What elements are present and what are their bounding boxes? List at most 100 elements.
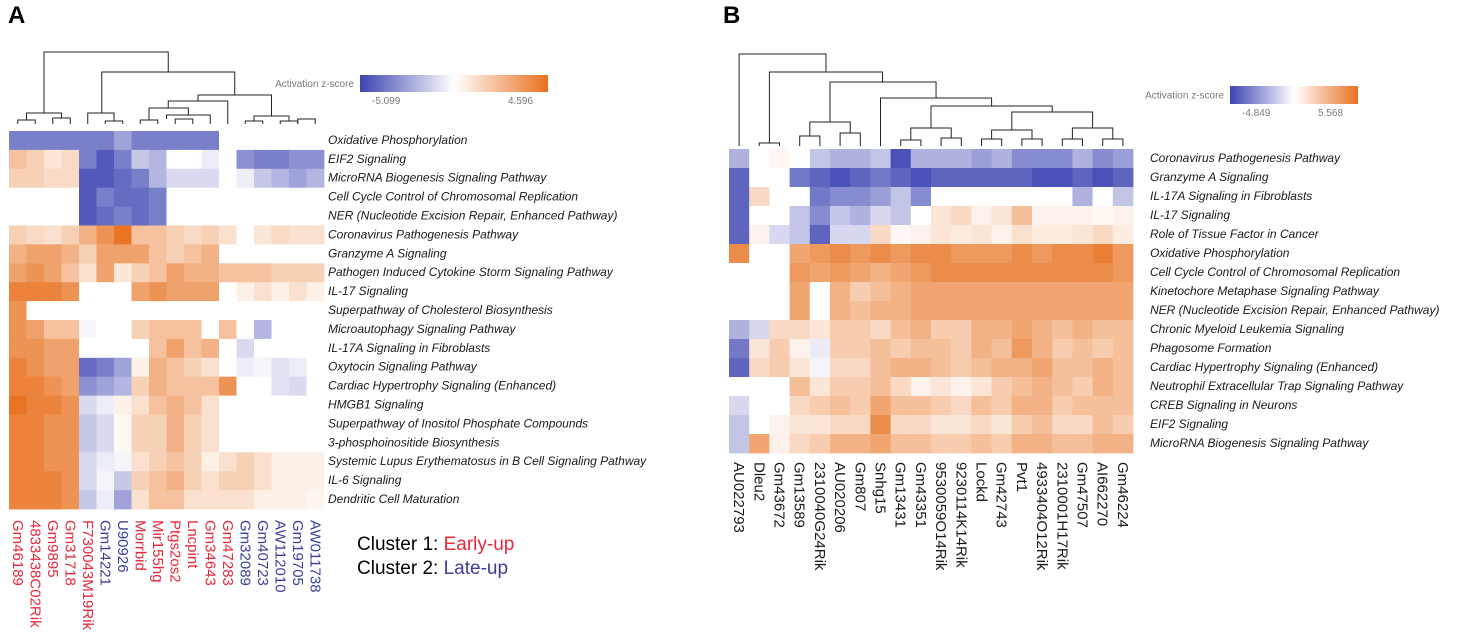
panel-a-heatmap-cell [61,471,80,491]
panel-a-heatmap-cell [306,187,325,207]
panel-a-column-label: Gm34643 [201,520,218,586]
panel-b-heatmap-cell [809,301,831,321]
panel-a-column-label: Gm46189 [9,520,26,586]
panel-b-heatmap-cell [1032,301,1053,321]
panel-a-heatmap-cell [149,149,167,170]
panel-a-heatmap-cell [254,187,272,207]
panel-a-heatmap-cell [44,244,62,264]
panel-a-heatmap-cell [236,149,255,170]
panel-a-heatmap-cell [219,301,237,321]
panel-a-heatmap-cell [219,490,237,510]
panel-a-column-label: 4833438C02Rik [26,520,43,628]
panel-b-heatmap-cell [850,301,871,321]
panel-a-heatmap-cell [289,131,307,151]
panel-a-heatmap-cell [184,149,202,170]
panel-b-heatmap-cell [769,263,790,283]
panel-a-heatmap-cell [201,357,220,378]
panel-a-row-label: Cardiac Hypertrophy Signaling (Enhanced) [328,379,556,393]
panel-b-heatmap-cell [1072,187,1093,207]
panel-a-heatmap-cell [149,414,167,434]
panel-a-heatmap-cell [201,433,220,453]
panel-a-heatmap-cell [9,225,27,245]
panel-b-heatmap-cell [749,244,770,264]
panel-a-heatmap-cell [61,338,80,359]
panel-a-heatmap-cell [271,282,290,302]
panel-b-heatmap-cell [769,320,790,340]
panel-b-row-label: MicroRNA Biogenesis Signaling Pathway [1150,436,1369,450]
panel-a-heatmap-cell [201,471,220,491]
panel-a-heatmap-cell [131,282,150,302]
panel-b-dendrogram-branch [1021,138,1043,146]
panel-b-heatmap-cell [769,149,790,169]
panel-a-heatmap-cell [9,395,27,415]
panel-a-heatmap-cell [79,225,97,245]
panel-a-heatmap-cell [26,320,45,340]
panel-a-heatmap-cell [149,131,167,151]
panel-a-heatmap-cell [236,376,255,396]
panel-b-dendrogram-branch [981,138,1003,146]
panel-a-heatmap-cell [61,168,80,189]
panel-b-heatmap-cell [931,263,952,283]
panel-b-heatmap-cell [1011,320,1033,340]
panel-b-heatmap-cell [789,301,811,321]
panel-b-heatmap-cell [809,149,831,169]
panel-a-heatmap-cell [114,471,132,491]
panel-b-heatmap-cell [1072,168,1093,188]
panel-b-heatmap-cell [1052,263,1073,283]
panel-b-row-label: Cardiac Hypertrophy Signaling (Enhanced) [1150,360,1378,374]
panel-a-heatmap-cell [44,187,62,207]
panel-a-heatmap-cell [131,206,150,226]
panel-b-heatmap-cell [870,225,891,245]
panel-b-heatmap-cell [769,225,790,245]
panel-a-heatmap-cell [131,395,150,415]
panel-a-heatmap-cell [96,433,115,453]
panel-a-heatmap-cell [236,414,255,434]
panel-a-heatmap-cell [201,244,220,264]
panel-a-heatmap-cell [44,168,62,189]
panel-a-heatmap-cell [79,490,97,510]
panel-b-heatmap-cell [729,434,750,454]
panel-b-heatmap-cell [890,263,912,283]
panel-b-heatmap-cell [789,187,811,207]
panel-b-heatmap-cell [1092,225,1114,245]
panel-a-heatmap-cell [271,244,290,264]
panel-a-heatmap-cell [184,131,202,151]
panel-a-heatmap-cell [114,433,132,453]
panel-b-heatmap-cell [971,282,992,302]
panel-b-row-label: Neutrophil Extracellular Trap Signaling … [1150,379,1404,393]
panel-a-heatmap-cell [149,338,167,359]
panel-b-heatmap-cell [769,339,790,359]
panel-b-heatmap-cell [1112,396,1134,416]
panel-b-heatmap-cell [729,396,750,416]
panel-a-heatmap-cell [219,414,237,434]
panel-a-dendrogram-branch [26,112,62,120]
panel-a-heatmap-cell [201,395,220,415]
panel-b-heatmap-cell [729,149,750,169]
panel-b-column-label: Gm42743 [993,462,1010,528]
panel-a-heatmap-cell [271,263,290,283]
panel-a-heatmap-cell [44,490,62,510]
panel-b-column-label: Gm43351 [912,462,929,528]
panel-a-heatmap-cell [149,395,167,415]
panel-a-heatmap-cell [149,301,167,321]
panel-a-heatmap-cell [114,187,132,207]
panel-b-heatmap-cell [1112,244,1134,264]
panel-b-heatmap-cell [789,149,811,169]
panel-a-heatmap-cell [219,263,237,283]
panel-a-heatmap-cell [166,131,185,151]
panel-a-heatmap-cell [306,376,325,396]
panel-b-heatmap-cell [769,301,790,321]
panel-a-heatmap-cell [149,168,167,189]
panel-b-heatmap-cell [971,339,992,359]
panel-b-heatmap-cell [1032,206,1053,226]
panel-a-heatmap-cell [44,301,62,321]
panel-a-heatmap-cell [96,471,115,491]
panel-b-row-label: Granzyme A Signaling [1150,170,1269,184]
panel-a-heatmap-cell [44,433,62,453]
panel-b-column-label: 2310040G24Rik [811,462,828,571]
panel-b-heatmap-cell [991,263,1013,283]
panel-b-column-label: Gm47507 [1074,462,1091,528]
panel-b-heatmap-cell [789,320,811,340]
panel-b-heatmap-cell [830,377,851,397]
